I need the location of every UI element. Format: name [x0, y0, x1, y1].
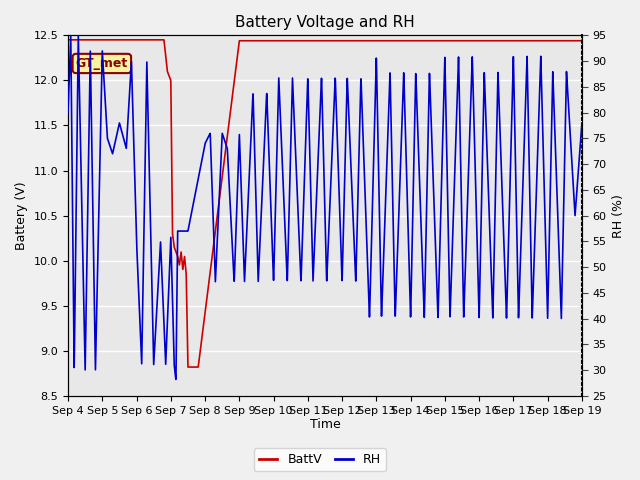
Y-axis label: Battery (V): Battery (V) [15, 181, 28, 250]
Y-axis label: RH (%): RH (%) [612, 193, 625, 238]
Title: Battery Voltage and RH: Battery Voltage and RH [235, 15, 415, 30]
X-axis label: Time: Time [310, 419, 340, 432]
Text: GT_met: GT_met [76, 57, 128, 70]
Legend: BattV, RH: BattV, RH [253, 448, 387, 471]
